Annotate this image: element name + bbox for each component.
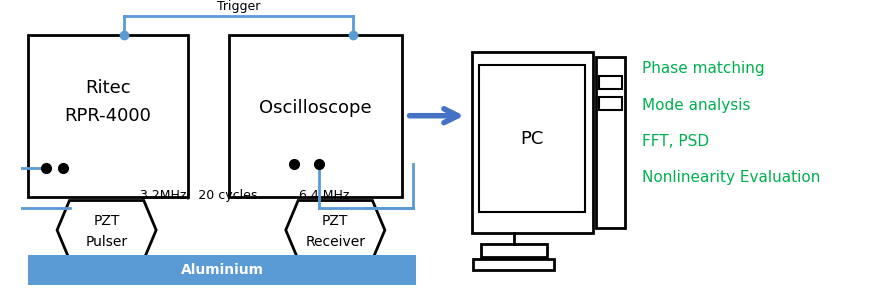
Text: Ritec: Ritec bbox=[85, 79, 131, 97]
Text: PZT: PZT bbox=[322, 214, 349, 228]
Bar bbox=[228, 35, 402, 197]
Bar bbox=[472, 52, 593, 233]
Bar bbox=[28, 35, 188, 197]
Bar bbox=[479, 65, 585, 212]
Bar bbox=[599, 76, 622, 89]
Bar bbox=[481, 244, 547, 257]
Bar bbox=[473, 259, 554, 270]
Text: FFT, PSD: FFT, PSD bbox=[643, 134, 709, 149]
Text: Phase matching: Phase matching bbox=[643, 61, 765, 77]
Text: Oscilloscope: Oscilloscope bbox=[259, 99, 372, 117]
Text: Trigger: Trigger bbox=[217, 0, 260, 13]
Bar bbox=[599, 97, 622, 110]
Text: Nonlinearity Evaluation: Nonlinearity Evaluation bbox=[643, 170, 820, 185]
Bar bbox=[596, 57, 625, 228]
Polygon shape bbox=[57, 201, 156, 260]
Text: Receiver: Receiver bbox=[305, 235, 366, 249]
Text: Mode analysis: Mode analysis bbox=[643, 98, 750, 113]
Bar bbox=[28, 255, 416, 285]
Text: 3.2MHz,  20 cycles: 3.2MHz, 20 cycles bbox=[140, 190, 258, 202]
Text: RPR-4000: RPR-4000 bbox=[65, 107, 151, 125]
Text: Aluminium: Aluminium bbox=[181, 263, 264, 277]
Text: PC: PC bbox=[520, 130, 543, 148]
Text: PZT: PZT bbox=[94, 214, 119, 228]
Text: Pulser: Pulser bbox=[86, 235, 127, 249]
Text: 6.4 MHz: 6.4 MHz bbox=[299, 190, 350, 202]
Polygon shape bbox=[286, 201, 385, 260]
